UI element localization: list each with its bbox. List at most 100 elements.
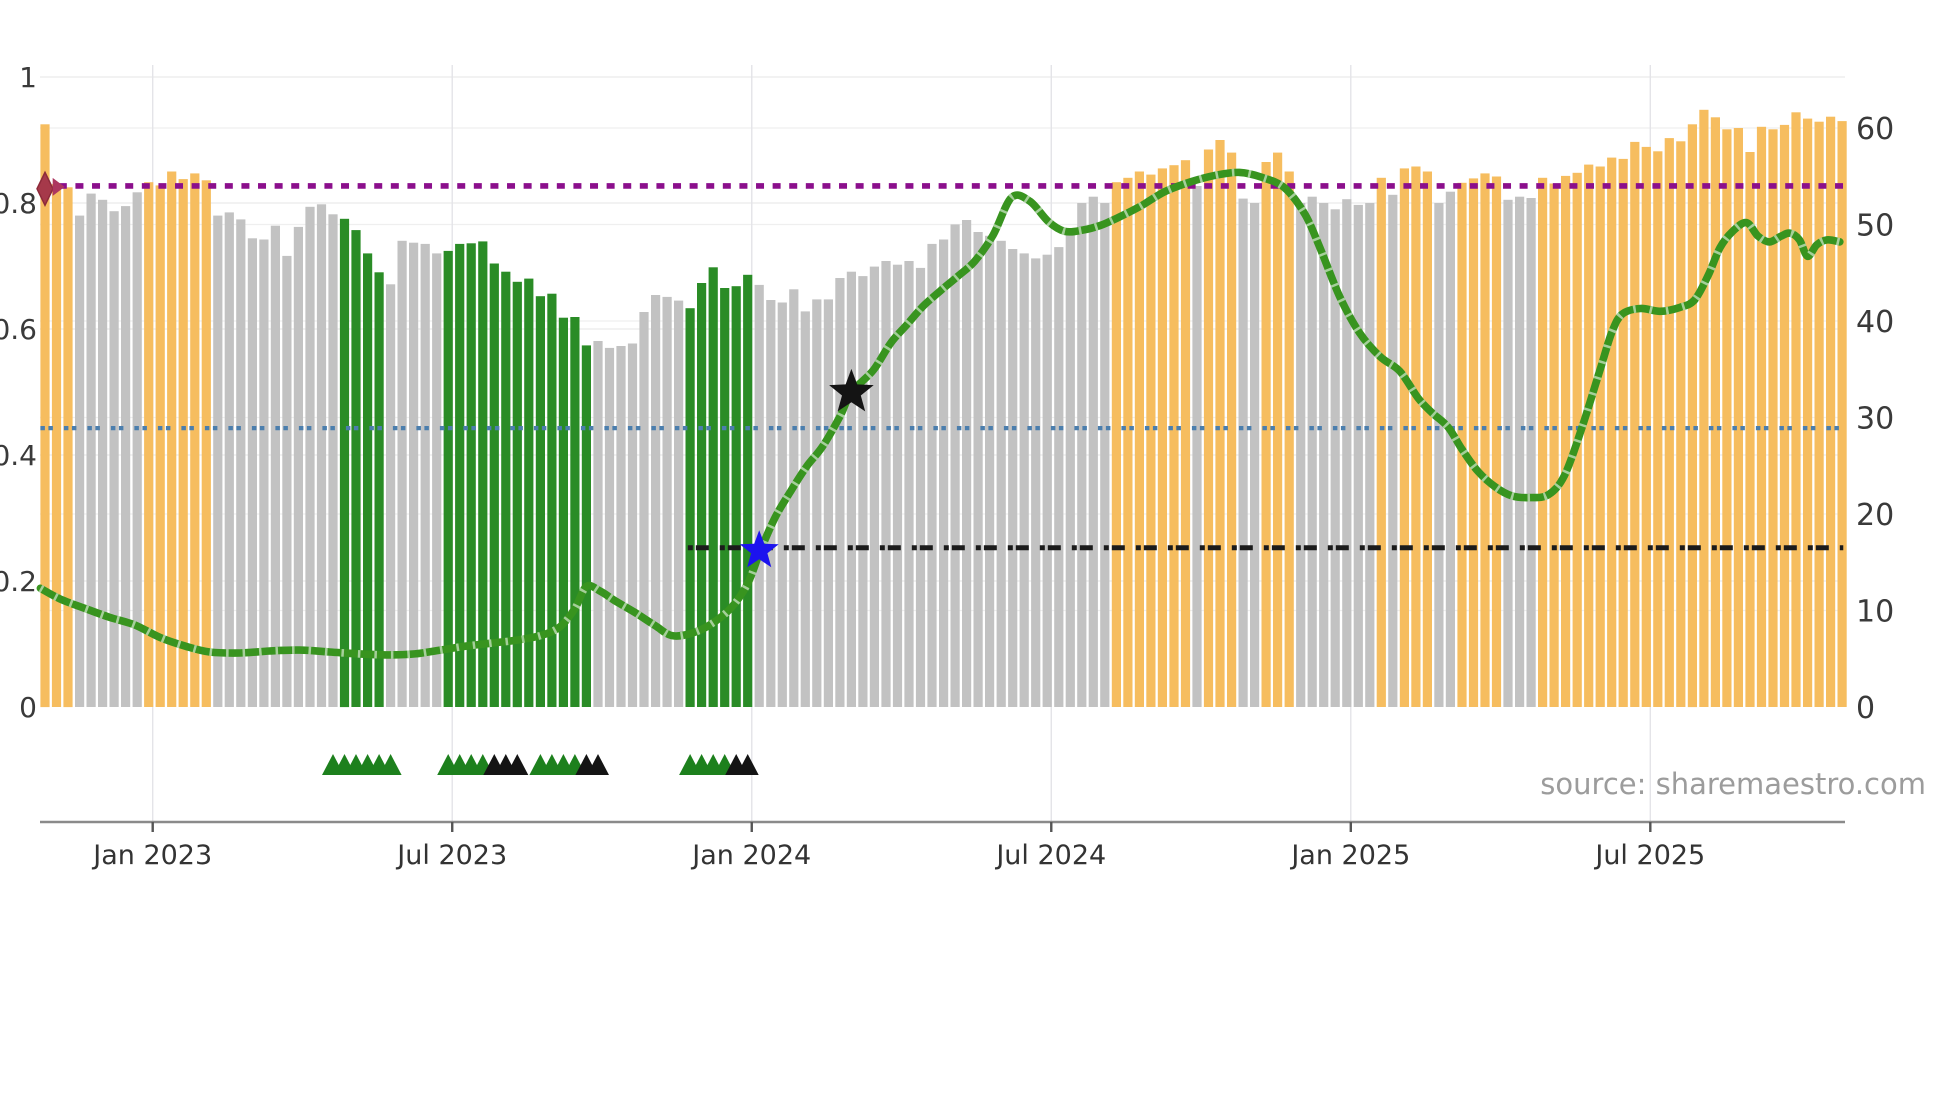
close-price-bar xyxy=(109,211,119,707)
black-triangle-icon xyxy=(506,754,529,775)
close-price-bar xyxy=(1445,191,1455,707)
close-price-bar xyxy=(1088,196,1098,707)
x-tick-label: Jul 2024 xyxy=(994,840,1106,871)
dtl-breached-bar xyxy=(1261,162,1271,707)
close-price-bar xyxy=(270,225,280,707)
dtl-breached-bar xyxy=(1215,140,1225,707)
threshold-start-arrow-icon xyxy=(52,177,65,196)
close-price-bar xyxy=(121,206,131,707)
close-price-bar xyxy=(950,224,960,707)
close-price-bar xyxy=(224,212,234,707)
close-price-bar xyxy=(386,284,396,707)
dtl-breached-bar xyxy=(1756,126,1767,708)
dtl-breached-bar xyxy=(1722,129,1732,708)
close-price-bar xyxy=(858,276,868,707)
dtl-breached-bar xyxy=(1664,138,1674,708)
close-price-bar xyxy=(282,255,292,707)
accumulation-bar xyxy=(547,293,557,707)
dtl-breached-bar xyxy=(1480,173,1490,707)
close-price-bar xyxy=(651,295,661,707)
close-price-bar xyxy=(985,235,995,708)
dtl-breached-bar xyxy=(1227,152,1237,708)
close-price-bar xyxy=(1365,203,1375,707)
close-price-bar xyxy=(1319,203,1329,707)
close-price-bar xyxy=(1031,258,1041,707)
close-price-bar xyxy=(674,300,684,707)
dtl-breached-bar xyxy=(1768,129,1778,708)
close-price-bar xyxy=(927,243,937,707)
close-price-bar xyxy=(869,266,879,707)
axes-and-labels: Jan 2023 Jul 2023 Jan 2024 Jul 2024 Jan 2025… xyxy=(0,61,1894,871)
close-price-bar xyxy=(1434,203,1444,707)
dtl-breached-bar xyxy=(1411,166,1421,707)
right-axis-tick-label: 20 xyxy=(1856,498,1894,533)
close-price-bar xyxy=(812,299,822,707)
close-price-bar xyxy=(881,261,891,707)
close-price-bar xyxy=(1192,186,1202,707)
black-triangle-icon xyxy=(587,754,609,775)
dtl-breached-bar xyxy=(155,185,165,707)
close-price-bar xyxy=(328,214,338,708)
left-axis-tick-label: 0.4 xyxy=(0,439,37,472)
dtl-breached-bar xyxy=(1791,112,1801,708)
x-tick-label: Jul 2023 xyxy=(395,840,507,871)
close-price-bar xyxy=(962,220,972,707)
close-price-bar xyxy=(1077,203,1087,707)
dtl-breached-bar xyxy=(1779,124,1790,707)
close-price-bar xyxy=(98,199,108,708)
close-price-bar xyxy=(259,239,269,707)
momentum-signal-line xyxy=(36,168,1844,659)
price-bars xyxy=(40,109,1847,708)
close-price-bar xyxy=(1238,198,1248,707)
dtl-breached-bar xyxy=(1687,124,1697,708)
close-price-bar xyxy=(420,243,430,707)
dtl-breached-bar xyxy=(1538,177,1548,708)
dtl-breached-bar xyxy=(1618,158,1628,707)
close-price-bar xyxy=(1353,204,1363,707)
close-price-bar xyxy=(604,347,615,707)
right-axis-tick-label: 40 xyxy=(1856,305,1894,340)
close-price-bar xyxy=(662,296,672,707)
left-axis-tick-label: 0 xyxy=(19,691,37,724)
left-axis-tick-label: 0.8 xyxy=(0,187,37,220)
price-momentum-chart: Jan 2023 Jul 2023 Jan 2024 Jul 2024 Jan 2025… xyxy=(0,61,1926,871)
accumulation-bar xyxy=(581,345,591,707)
close-price-bar xyxy=(293,226,303,707)
right-axis-tick-label: 10 xyxy=(1856,595,1894,630)
close-price-bar xyxy=(86,193,96,708)
close-price-bar xyxy=(789,289,799,707)
dtl-breached-bar xyxy=(1169,165,1179,707)
left-axis-tick-label: 1 xyxy=(19,61,37,94)
close-price-bar xyxy=(754,284,764,707)
right-axis-tick-label: 60 xyxy=(1856,112,1894,147)
close-price-bar xyxy=(132,192,142,708)
close-price-bar xyxy=(939,239,949,707)
accumulation-bar xyxy=(685,308,695,707)
x-tick-label: Jan 2025 xyxy=(1289,840,1410,871)
dtl-breached-bar xyxy=(40,124,50,708)
accumulation-bar xyxy=(339,218,350,708)
accumulation-bar xyxy=(489,263,499,707)
accumulation-bar xyxy=(558,317,568,707)
accumulation-bar xyxy=(720,288,730,707)
dtl-breached-bar xyxy=(1399,168,1409,707)
dtl-breached-bar xyxy=(1630,141,1640,707)
close-price-bar xyxy=(915,267,926,707)
close-price-bar xyxy=(75,215,85,707)
reference-lines xyxy=(40,183,1846,551)
dtl-breached-bar xyxy=(167,171,177,707)
dtl-breached-bar xyxy=(1180,160,1191,707)
dtl-breached-bar xyxy=(1653,151,1663,708)
accumulation-bar xyxy=(443,250,453,707)
dtl-breached-bar xyxy=(1468,178,1479,707)
close-price-bar xyxy=(305,206,315,708)
momentum-signal-dash-texture xyxy=(38,168,1841,659)
close-price-bar xyxy=(1019,253,1029,707)
dtl-breached-bar xyxy=(1203,149,1214,707)
close-price-bar xyxy=(1526,198,1536,707)
dtl-breached-bar xyxy=(1641,146,1651,707)
dtl-breached-bar xyxy=(1584,164,1594,708)
dtl-breached-bar xyxy=(201,180,211,708)
close-price-bar xyxy=(213,215,223,707)
dtl-breached-bar xyxy=(1561,175,1571,707)
